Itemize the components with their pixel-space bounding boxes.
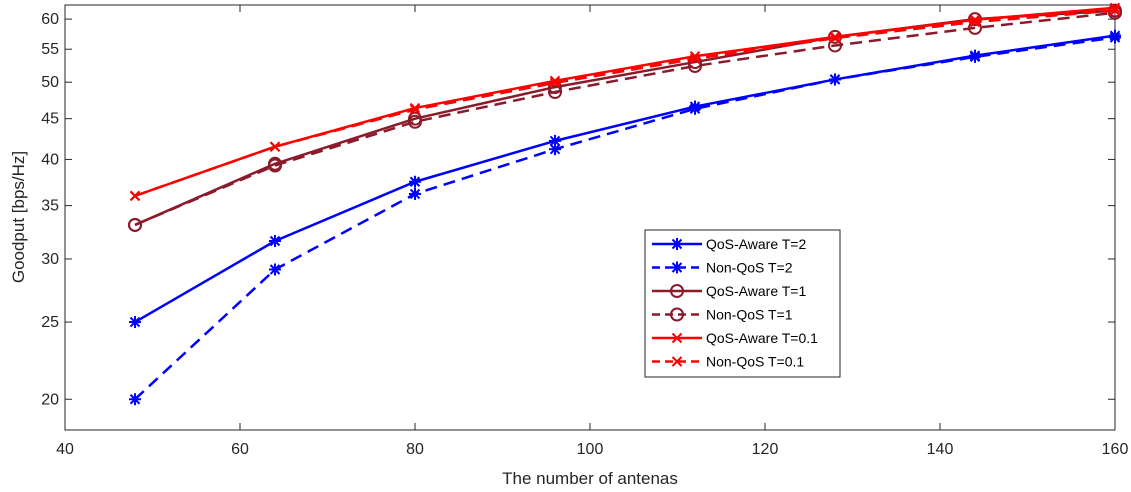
data-point	[409, 175, 421, 188]
legend-item: Non-QoS T=0.1	[652, 354, 804, 370]
series-line	[134, 11, 1116, 227]
data-point	[549, 134, 561, 147]
series-layer	[128, 2, 1122, 406]
data-point	[969, 50, 981, 63]
legend-label: QoS-Aware T=1	[706, 283, 806, 299]
data-point	[129, 393, 141, 406]
data-point	[269, 263, 281, 276]
legend-item: QoS-Aware T=1	[652, 283, 806, 299]
series-5	[129, 5, 1121, 202]
x-tick-label: 160	[1102, 441, 1129, 458]
data-point	[829, 73, 841, 86]
legend-marker	[671, 356, 683, 367]
x-tick-label: 140	[927, 441, 954, 458]
data-point	[1109, 5, 1121, 16]
legend-label: Non-QoS T=1	[706, 307, 793, 323]
data-point	[409, 104, 421, 115]
legend-label: QoS-Aware T=0.1	[706, 330, 818, 346]
legend-item: Non-QoS T=2	[652, 260, 793, 276]
data-point	[129, 190, 141, 202]
legend-label: QoS-Aware T=2	[706, 236, 806, 252]
series-1	[129, 31, 1121, 406]
legend: QoS-Aware T=2 Non-QoS T=2 QoS-Aware T=1 Non…	[644, 229, 841, 378]
legend-label: Non-QoS T=0.1	[706, 354, 804, 370]
x-tick-label: 40	[56, 441, 74, 458]
legend-marker	[670, 284, 684, 298]
y-axis-label: Goodput [bps/Hz]	[9, 151, 28, 283]
data-point	[409, 187, 421, 200]
data-point	[689, 53, 701, 65]
y-tick-label: 40	[41, 151, 59, 168]
x-axis-label: The number of antenas	[502, 469, 678, 488]
legend-item: Non-QoS T=1	[652, 307, 793, 323]
y-axis-ticks: 20 25 30 35 40 45 50 55 60	[41, 11, 1115, 408]
legend-marker	[671, 238, 683, 250]
y-tick-label: 20	[41, 391, 59, 408]
legend-marker	[671, 332, 683, 344]
y-tick-label: 45	[41, 111, 59, 128]
data-point	[549, 77, 561, 89]
data-point	[549, 75, 561, 87]
y-tick-label: 25	[41, 314, 59, 331]
data-point	[408, 114, 422, 129]
plot-area	[64, 4, 1116, 431]
y-tick-label: 35	[41, 198, 59, 215]
x-tick-label: 100	[577, 441, 604, 458]
legend-item: QoS-Aware T=2	[652, 236, 806, 252]
series-line	[134, 9, 1116, 198]
data-point	[269, 234, 281, 247]
data-point	[129, 316, 141, 329]
legend-label: Non-QoS T=2	[706, 260, 793, 276]
legend-item: QoS-Aware T=0.1	[652, 330, 818, 346]
data-point	[1109, 31, 1121, 44]
x-tick-label: 120	[752, 441, 779, 458]
x-axis-ticks: 40 60 80 100 120 140 160	[56, 5, 1128, 458]
data-point	[549, 143, 561, 156]
data-point	[969, 16, 981, 28]
y-tick-label: 60	[41, 11, 59, 28]
series-line	[134, 36, 1116, 401]
legend-marker	[670, 307, 684, 322]
data-point	[269, 141, 281, 152]
data-point	[689, 102, 701, 115]
data-point	[268, 158, 282, 173]
legend-marker	[671, 261, 683, 274]
y-tick-label: 55	[41, 41, 59, 58]
x-tick-label: 80	[406, 441, 424, 458]
y-tick-label: 30	[41, 251, 59, 268]
data-point	[829, 32, 841, 44]
legend-box	[644, 229, 841, 378]
x-tick-label: 60	[231, 441, 249, 458]
data-point	[548, 85, 562, 100]
y-tick-label: 50	[41, 74, 59, 91]
data-point	[128, 217, 142, 232]
